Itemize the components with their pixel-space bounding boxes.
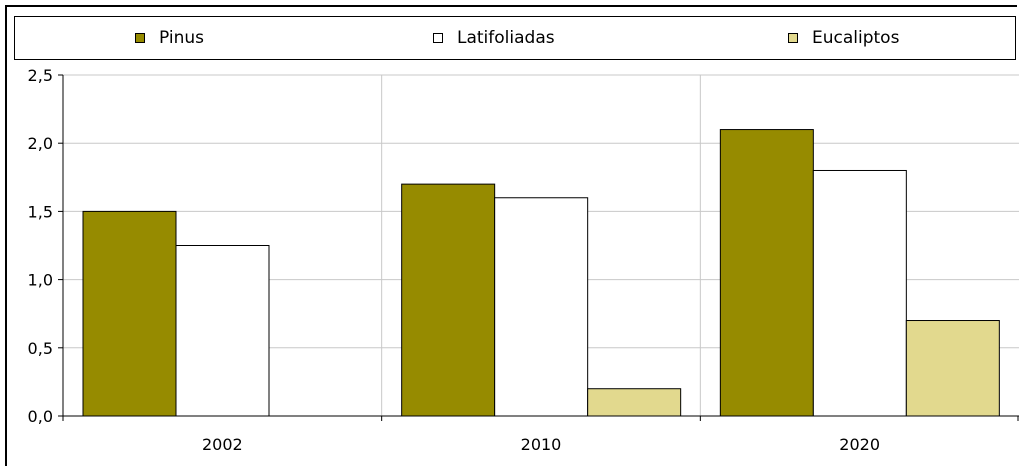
- bar-pinus-2020: [719, 129, 814, 417]
- legend-item-eucaliptos: Eucaliptos: [788, 17, 899, 59]
- legend-item-pinus: Pinus: [135, 17, 204, 59]
- legend-item-latifoliadas: Latifoliadas: [433, 17, 555, 59]
- legend-label-pinus: Pinus: [159, 28, 205, 48]
- legend-label-latifoliadas: Latifoliadas: [457, 28, 555, 48]
- chart-frame: [5, 5, 1017, 466]
- bar-latifoliadas-2010: [494, 197, 589, 417]
- y-tick-label: 1,5: [28, 202, 53, 221]
- y-tick-label: 1,0: [28, 271, 53, 290]
- legend: Pinus Latifoliadas Eucaliptos: [14, 16, 1016, 60]
- bar-eucaliptos-2010: [587, 388, 682, 417]
- x-tick-label: 2002: [202, 435, 243, 454]
- legend-swatch-latifoliadas: [433, 33, 443, 43]
- x-tick-label: 2010: [521, 435, 562, 454]
- bar-latifoliadas-2020: [812, 169, 907, 417]
- bar-pinus-2002: [82, 210, 177, 417]
- bar-latifoliadas-2002: [175, 245, 270, 417]
- x-tick-label: 2020: [839, 435, 880, 454]
- legend-label-eucaliptos: Eucaliptos: [812, 28, 900, 48]
- y-tick-label: 2,0: [28, 134, 53, 153]
- legend-swatch-eucaliptos: [788, 33, 798, 43]
- y-tick-label: 2,5: [28, 66, 53, 85]
- bar-pinus-2010: [401, 183, 496, 417]
- bar-eucaliptos-2020: [905, 320, 1000, 417]
- legend-swatch-pinus: [135, 33, 145, 43]
- y-tick-label: 0,5: [28, 339, 53, 358]
- y-tick-label: 0,0: [28, 407, 53, 426]
